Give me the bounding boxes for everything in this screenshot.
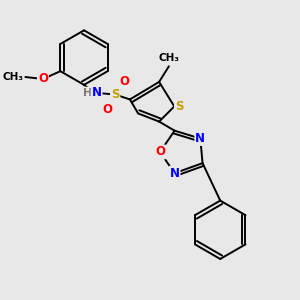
Text: H: H	[83, 88, 92, 98]
Text: O: O	[38, 73, 48, 85]
Text: CH₃: CH₃	[2, 72, 23, 82]
Text: S: S	[175, 100, 183, 113]
Text: O: O	[120, 75, 130, 88]
Text: O: O	[155, 146, 165, 158]
Text: S: S	[111, 88, 119, 101]
Text: N: N	[195, 132, 205, 145]
Text: N: N	[92, 86, 102, 99]
Text: N: N	[169, 167, 180, 180]
Text: CH₃: CH₃	[158, 53, 179, 63]
Text: O: O	[102, 103, 112, 116]
